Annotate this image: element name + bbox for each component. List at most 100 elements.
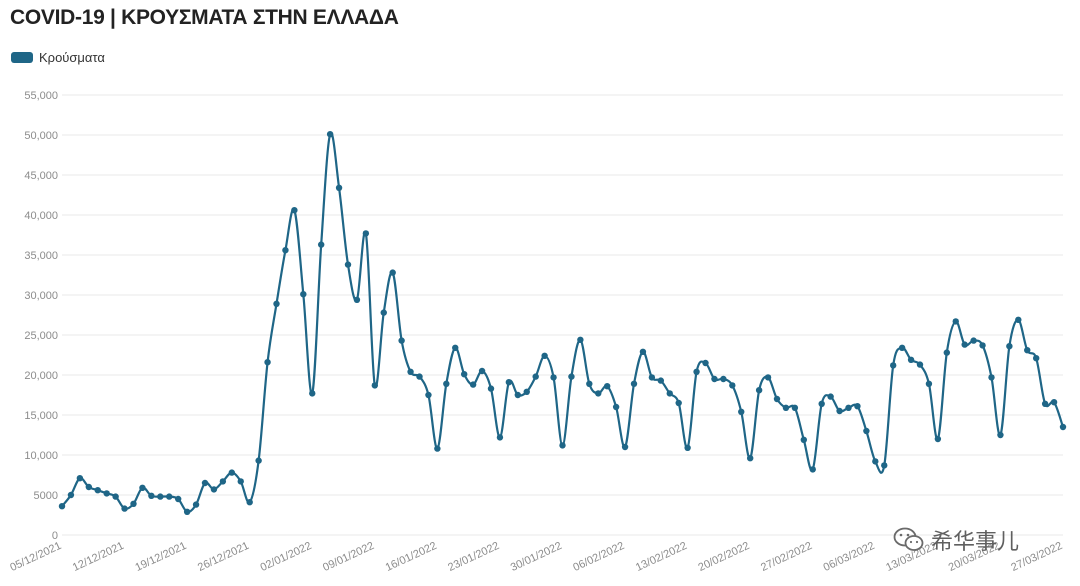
data-point[interactable]: [595, 390, 602, 397]
data-point[interactable]: [326, 131, 334, 138]
data-point[interactable]: [460, 371, 468, 378]
data-point[interactable]: [961, 341, 968, 348]
data-point[interactable]: [228, 469, 236, 476]
data-point[interactable]: [746, 455, 754, 462]
data-point[interactable]: [1006, 343, 1013, 350]
data-point[interactable]: [452, 344, 459, 351]
data-point[interactable]: [496, 434, 504, 441]
data-point[interactable]: [282, 247, 289, 254]
data-point[interactable]: [800, 436, 808, 443]
data-point[interactable]: [845, 404, 852, 411]
data-point[interactable]: [898, 344, 906, 351]
data-point[interactable]: [1050, 399, 1058, 406]
data-point[interactable]: [541, 352, 548, 359]
data-point[interactable]: [76, 475, 84, 482]
data-point[interactable]: [201, 479, 209, 487]
data-point[interactable]: [514, 391, 522, 399]
data-point[interactable]: [130, 500, 137, 507]
data-point[interactable]: [603, 383, 611, 390]
data-point[interactable]: [764, 374, 772, 381]
data-point[interactable]: [621, 443, 629, 451]
data-point[interactable]: [469, 381, 477, 388]
data-point[interactable]: [166, 493, 173, 500]
data-point[interactable]: [854, 403, 861, 410]
data-point[interactable]: [255, 457, 262, 464]
data-point[interactable]: [711, 375, 718, 383]
legend[interactable]: Κρούσματα: [11, 50, 105, 65]
data-point[interactable]: [952, 318, 959, 325]
data-point[interactable]: [300, 291, 307, 298]
data-point[interactable]: [94, 487, 101, 494]
data-point[interactable]: [889, 362, 897, 369]
data-point[interactable]: [58, 503, 66, 510]
data-point[interactable]: [309, 390, 316, 397]
data-point[interactable]: [148, 492, 155, 499]
data-point[interactable]: [246, 499, 253, 506]
data-point[interactable]: [782, 404, 790, 411]
data-point[interactable]: [192, 501, 200, 508]
data-point[interactable]: [702, 359, 709, 367]
data-point[interactable]: [505, 379, 513, 386]
data-point[interactable]: [809, 466, 816, 473]
data-point[interactable]: [291, 207, 298, 214]
data-point[interactable]: [317, 241, 325, 248]
data-point[interactable]: [773, 395, 781, 403]
data-point[interactable]: [210, 486, 218, 493]
data-point[interactable]: [112, 493, 119, 500]
data-point[interactable]: [1059, 423, 1067, 431]
data-point[interactable]: [791, 404, 799, 411]
data-point[interactable]: [818, 400, 825, 407]
data-point[interactable]: [434, 445, 441, 452]
data-point[interactable]: [264, 359, 271, 366]
data-point[interactable]: [907, 356, 915, 363]
data-point[interactable]: [550, 374, 557, 381]
data-point[interactable]: [568, 373, 575, 380]
data-point[interactable]: [666, 390, 673, 397]
data-point[interactable]: [478, 367, 486, 375]
data-point[interactable]: [586, 380, 593, 387]
data-point[interactable]: [863, 427, 870, 435]
data-point[interactable]: [988, 374, 995, 381]
data-point[interactable]: [157, 493, 164, 500]
data-point[interactable]: [1032, 355, 1040, 362]
data-point[interactable]: [675, 399, 682, 407]
data-point[interactable]: [335, 184, 343, 191]
data-point[interactable]: [121, 505, 128, 512]
data-point[interactable]: [380, 309, 387, 316]
data-point[interactable]: [139, 484, 146, 491]
data-point[interactable]: [183, 508, 191, 515]
data-point[interactable]: [630, 380, 638, 387]
data-point[interactable]: [943, 349, 951, 356]
data-point[interactable]: [657, 377, 665, 384]
data-point[interactable]: [872, 458, 879, 465]
data-point[interactable]: [273, 300, 280, 307]
data-point[interactable]: [174, 495, 182, 503]
data-point[interactable]: [684, 444, 691, 451]
data-point[interactable]: [979, 342, 986, 349]
data-point[interactable]: [532, 373, 539, 380]
data-point[interactable]: [237, 478, 244, 485]
data-point[interactable]: [103, 490, 110, 497]
data-point[interactable]: [738, 408, 745, 415]
data-point[interactable]: [344, 261, 352, 268]
data-point[interactable]: [916, 361, 924, 368]
data-point[interactable]: [487, 385, 495, 392]
data-point[interactable]: [416, 373, 423, 380]
data-point[interactable]: [577, 336, 584, 343]
data-point[interactable]: [523, 388, 530, 395]
data-point[interactable]: [353, 296, 361, 303]
data-point[interactable]: [559, 442, 566, 449]
data-point[interactable]: [755, 387, 763, 394]
data-point[interactable]: [389, 269, 396, 276]
data-point[interactable]: [85, 483, 93, 491]
data-point[interactable]: [729, 382, 736, 389]
data-point[interactable]: [407, 368, 414, 375]
data-point[interactable]: [836, 407, 843, 415]
data-point[interactable]: [827, 393, 834, 400]
data-point[interactable]: [1015, 316, 1022, 323]
data-point[interactable]: [362, 230, 370, 237]
data-point[interactable]: [881, 462, 888, 469]
data-point[interactable]: [693, 368, 700, 375]
data-point[interactable]: [925, 380, 933, 387]
data-point[interactable]: [997, 431, 1004, 439]
